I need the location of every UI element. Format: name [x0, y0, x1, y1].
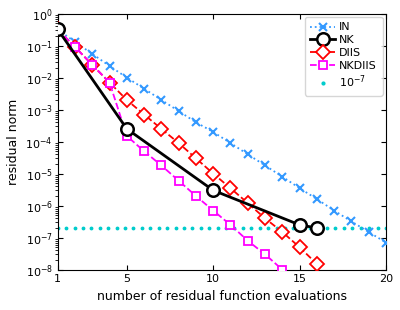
NKDIIS — [55, 28, 60, 31]
IN — [349, 219, 354, 223]
IN — [142, 87, 146, 91]
NKDIIS — [211, 209, 216, 212]
NKDIIS — [194, 194, 198, 198]
IN — [366, 230, 371, 234]
IN — [176, 109, 181, 113]
DIIS — [72, 45, 77, 49]
IN — [90, 52, 95, 56]
IN — [72, 40, 77, 44]
NKDIIS — [228, 223, 233, 227]
NKDIIS — [245, 239, 250, 243]
IN — [228, 141, 233, 145]
NKDIIS — [263, 253, 268, 256]
DIIS — [211, 172, 216, 175]
NKDIIS — [176, 179, 181, 183]
IN — [263, 164, 268, 167]
NK — [55, 28, 60, 31]
NK — [124, 127, 129, 131]
DIIS — [245, 201, 250, 205]
Line: DIIS: DIIS — [53, 24, 322, 269]
DIIS — [90, 63, 95, 67]
NK — [314, 226, 319, 230]
DIIS — [280, 230, 285, 234]
NK — [297, 223, 302, 227]
IN — [211, 130, 216, 134]
DIIS — [55, 28, 60, 31]
Line: NK: NK — [52, 23, 323, 234]
NKDIIS — [314, 297, 319, 301]
IN — [107, 64, 112, 68]
IN — [314, 197, 319, 201]
NK — [211, 188, 216, 192]
NKDIIS — [107, 81, 112, 84]
NKDIIS — [142, 149, 146, 153]
IN — [55, 28, 60, 31]
Line: IN: IN — [54, 25, 390, 246]
IN — [245, 153, 250, 156]
Line: NKDIIS: NKDIIS — [54, 25, 321, 303]
NKDIIS — [297, 282, 302, 286]
IN — [297, 186, 302, 190]
DIIS — [263, 216, 268, 220]
IN — [194, 121, 198, 124]
Legend: IN, NK, DIIS, NKDIIS, 10$^{-7}$: IN, NK, DIIS, NKDIIS, 10$^{-7}$ — [305, 17, 383, 96]
IN — [124, 76, 129, 79]
DIIS — [124, 98, 129, 102]
IN — [159, 98, 164, 102]
IN — [332, 209, 336, 212]
NKDIIS — [124, 134, 129, 138]
IN — [280, 175, 285, 179]
Y-axis label: residual norm: residual norm — [7, 99, 20, 185]
DIIS — [314, 262, 319, 266]
DIIS — [107, 81, 112, 84]
DIIS — [297, 246, 302, 249]
NKDIIS — [159, 164, 164, 167]
NKDIIS — [90, 63, 95, 67]
DIIS — [142, 113, 146, 116]
NKDIIS — [72, 45, 77, 49]
DIIS — [194, 157, 198, 160]
DIIS — [159, 127, 164, 131]
DIIS — [176, 141, 181, 145]
DIIS — [228, 186, 233, 190]
IN — [384, 241, 388, 245]
X-axis label: number of residual function evaluations: number of residual function evaluations — [97, 290, 347, 303]
NKDIIS — [280, 268, 285, 272]
